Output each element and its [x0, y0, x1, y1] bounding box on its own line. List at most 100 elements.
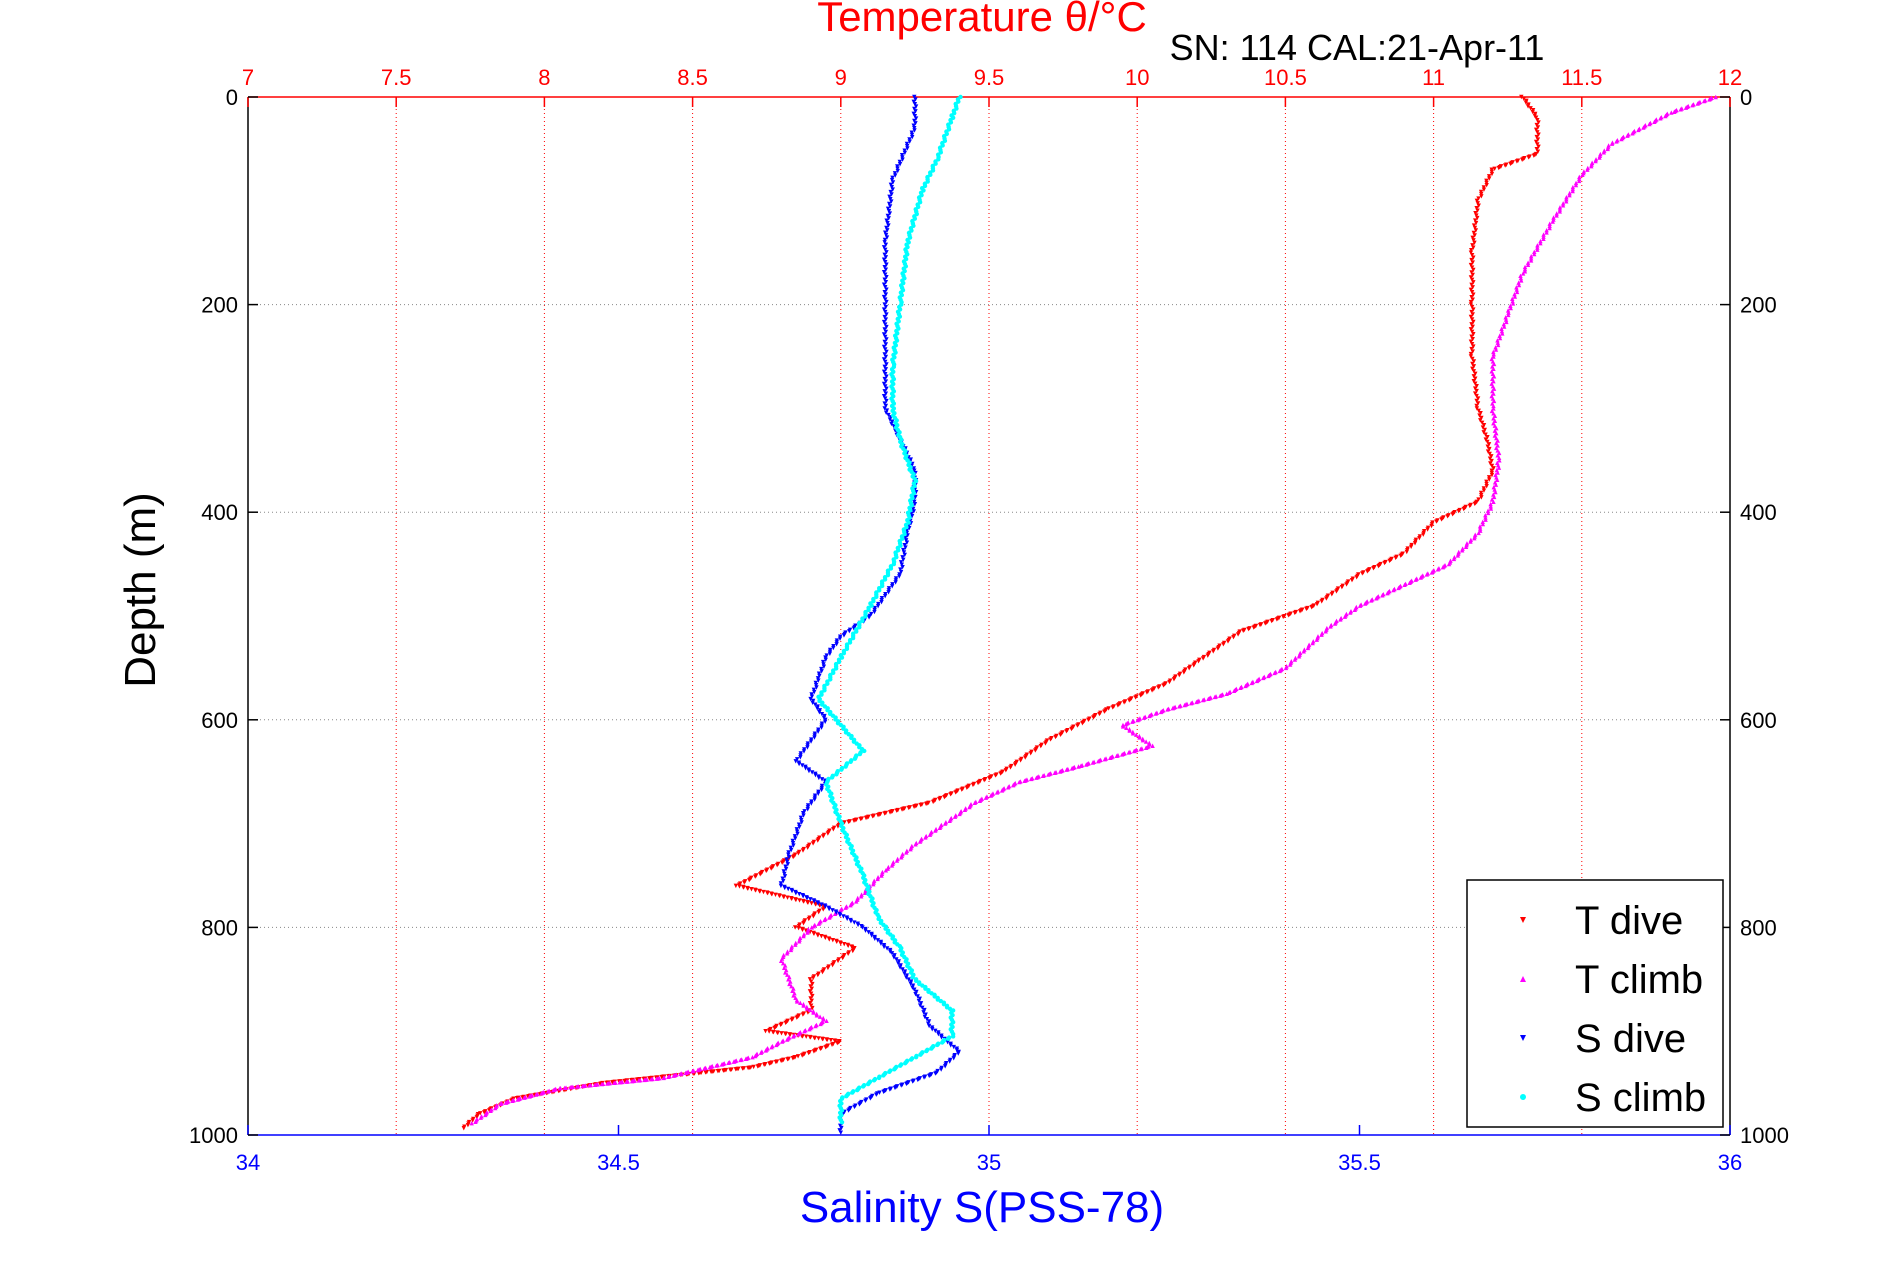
data-point — [1538, 238, 1543, 244]
data-point — [1434, 519, 1439, 524]
data-point — [808, 1003, 814, 1008]
data-point — [1512, 292, 1517, 297]
data-point — [1017, 779, 1022, 785]
data-point — [1560, 203, 1566, 208]
right-axis-tick-label: 400 — [1740, 500, 1777, 525]
data-point — [1043, 741, 1048, 746]
data-point — [993, 773, 998, 778]
top-axis-tick-label: 7 — [242, 65, 254, 90]
data-point — [1503, 315, 1508, 320]
data-point — [1226, 690, 1232, 696]
data-point — [1310, 640, 1315, 646]
data-point — [1535, 130, 1540, 135]
data-point — [905, 146, 910, 151]
data-point — [1131, 748, 1137, 754]
data-point — [908, 457, 914, 462]
data-point — [1127, 728, 1132, 733]
data-point — [888, 197, 893, 202]
data-point — [911, 123, 916, 128]
data-point — [1491, 386, 1497, 391]
data-point — [906, 805, 911, 811]
data-point — [557, 1086, 563, 1091]
data-point — [765, 890, 770, 896]
data-point — [1690, 102, 1695, 108]
data-point — [912, 987, 917, 992]
data-point — [1140, 738, 1146, 743]
data-point — [1402, 582, 1407, 588]
data-point — [683, 1070, 688, 1076]
data-point — [808, 1035, 813, 1040]
data-point — [1469, 304, 1475, 310]
data-point — [1469, 270, 1474, 275]
data-point — [816, 1036, 821, 1041]
data-point — [1468, 314, 1474, 320]
data-point — [1636, 127, 1641, 133]
data-point — [1485, 434, 1490, 440]
data-point — [1491, 494, 1497, 500]
data-point — [800, 811, 806, 816]
data-point — [793, 759, 798, 764]
data-point — [1064, 767, 1069, 772]
data-point — [473, 1119, 478, 1125]
data-point — [897, 162, 903, 167]
data-point — [1470, 260, 1475, 265]
bottom-axis-tick-label: 35.5 — [1338, 1150, 1381, 1175]
data-point — [1468, 299, 1474, 305]
data-point — [1508, 305, 1513, 311]
data-point — [887, 1069, 892, 1075]
data-point — [1536, 120, 1541, 125]
data-point — [788, 847, 794, 853]
data-point — [883, 359, 888, 365]
data-point — [503, 1100, 509, 1105]
data-point — [789, 896, 794, 901]
data-point — [875, 812, 881, 818]
data-point — [882, 401, 887, 406]
data-point — [863, 815, 869, 821]
data-point — [794, 1015, 799, 1020]
data-point — [799, 817, 804, 823]
data-point — [1376, 563, 1381, 569]
data-point — [922, 1007, 927, 1013]
data-point — [827, 937, 832, 942]
data-point — [1501, 322, 1507, 327]
data-point — [952, 814, 958, 819]
data-point — [882, 327, 887, 332]
data-point — [908, 847, 913, 852]
data-point — [1135, 717, 1140, 723]
data-point — [906, 977, 911, 982]
data-point — [1525, 260, 1531, 265]
data-point — [634, 1077, 640, 1082]
data-point — [947, 1059, 952, 1064]
data-point — [892, 1085, 898, 1091]
data-point — [769, 1044, 774, 1050]
data-point — [819, 777, 825, 782]
data-point — [1319, 599, 1324, 604]
data-point — [1286, 613, 1291, 618]
data-point — [1491, 398, 1497, 404]
data-point — [870, 814, 875, 819]
data-point — [884, 225, 889, 231]
data-point — [936, 1031, 941, 1037]
data-point — [1489, 470, 1495, 476]
data-point — [822, 917, 827, 923]
data-point — [1609, 141, 1615, 146]
chart-subtitle: SN: 114 CAL:21-Apr-11 — [1170, 27, 1545, 68]
data-point — [951, 1044, 957, 1050]
data-point — [882, 302, 887, 307]
data-point — [909, 130, 914, 135]
data-point — [1474, 406, 1480, 411]
data-point — [1348, 610, 1353, 615]
data-point — [1469, 317, 1475, 322]
data-point — [860, 618, 865, 623]
data-point — [933, 1071, 938, 1076]
data-point — [1412, 541, 1418, 546]
data-point — [1541, 232, 1546, 237]
data-point — [923, 835, 928, 840]
data-point — [903, 545, 908, 550]
data-point — [1058, 732, 1063, 737]
data-point — [1525, 262, 1531, 268]
data-point — [1429, 523, 1434, 529]
data-point — [884, 337, 889, 342]
data-point — [545, 1089, 551, 1094]
data-point — [883, 279, 889, 285]
